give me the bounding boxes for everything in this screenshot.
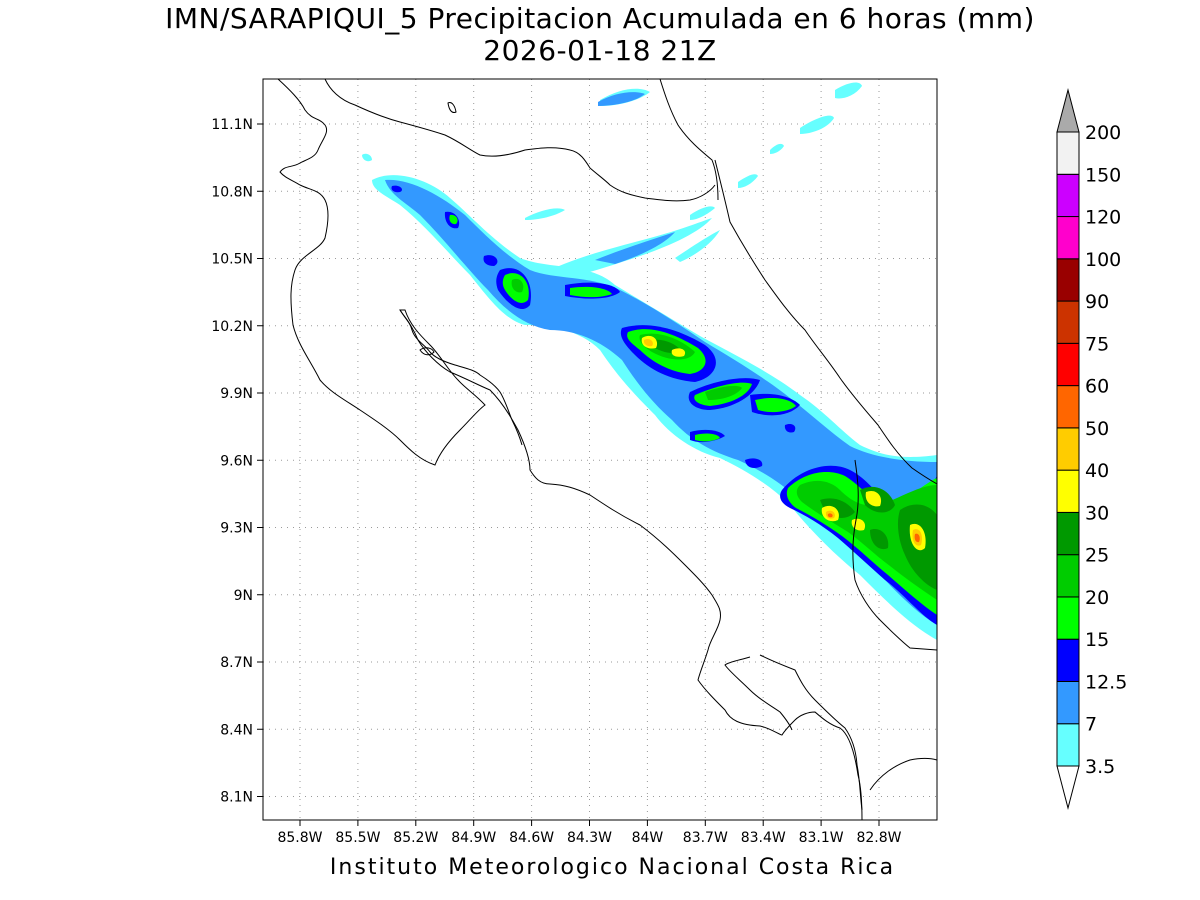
map-border <box>262 78 938 821</box>
rain-streak-cyan <box>675 230 720 262</box>
lat-tick-label: 9.6N <box>220 453 253 469</box>
coastline-borders <box>277 79 937 820</box>
map-axes: 11.1N 10.8N 10.5N 10.2N 9.9N 9.6N 9.3N 9N 8.7N 8.… <box>211 117 901 846</box>
burica-peninsula <box>759 654 863 811</box>
legend-label: 7 <box>1085 714 1097 736</box>
lon-tick-label: 85.5W <box>335 830 380 846</box>
legend-swatch <box>1056 723 1080 767</box>
lat-tick-label: 10.8N <box>211 184 253 200</box>
legend-swatch <box>1056 554 1080 598</box>
legend-swatch <box>1056 511 1080 556</box>
lon-tick-label: 84W <box>632 830 664 846</box>
legend-label: 20 <box>1085 587 1109 609</box>
lon-tick-label: 83.4W <box>741 830 786 846</box>
legend-label: 30 <box>1085 502 1109 524</box>
rain-peak-orange <box>914 533 920 543</box>
legend-label: 100 <box>1085 249 1121 271</box>
lon-tick-label: 85.8W <box>277 830 322 846</box>
legend-arrow-high <box>1056 88 1080 133</box>
rain-core-green <box>755 398 796 413</box>
rain-streak-cyan <box>770 143 784 154</box>
legend-label: 3.5 <box>1085 756 1115 778</box>
lon-tick-label: 83.1W <box>799 830 844 846</box>
rain-core-green <box>695 433 720 442</box>
rain-core-darkblue <box>391 185 403 193</box>
gulf-nicoya-peninsula <box>399 309 523 446</box>
legend-label: 75 <box>1085 333 1109 355</box>
lat-tick-label: 8.1N <box>220 790 253 806</box>
lon-tick-label: 85.2W <box>393 830 438 846</box>
legend-swatch <box>1056 300 1080 344</box>
panama-border <box>852 459 937 651</box>
legend-label: 40 <box>1085 460 1109 482</box>
legend-swatch <box>1056 173 1080 218</box>
rain-peak-orange <box>827 513 833 518</box>
legend-arrow-low <box>1056 765 1080 810</box>
rain-streak-cyan <box>362 153 372 162</box>
lat-tick-label: 9.9N <box>220 386 253 402</box>
footer-credit: Instituto Meteorologico Nacional Costa R… <box>329 855 896 880</box>
map-title: IMN/SARAPIQUI_5 Precipitacion Acumulada … <box>165 2 1035 35</box>
lon-tick-label: 83.7W <box>683 830 728 846</box>
rain-streak-cyan <box>835 82 862 99</box>
lat-tick-label: 8.7N <box>220 655 253 671</box>
legend-label: 120 <box>1085 207 1121 229</box>
legend-label: 200 <box>1085 122 1121 144</box>
legend-swatch <box>1056 638 1080 682</box>
rain-core-yellow <box>671 348 686 357</box>
legend-swatch <box>1056 131 1080 175</box>
legend-label: 150 <box>1085 164 1121 186</box>
legend-label: 90 <box>1085 291 1109 313</box>
legend-label: 25 <box>1085 545 1109 567</box>
lat-tick-label: 10.2N <box>211 319 253 335</box>
rain-streak-cyan <box>525 208 565 220</box>
rain-core-yellow <box>865 490 882 507</box>
precipitation-field <box>362 82 937 641</box>
rain-core-darkgreen <box>870 529 889 550</box>
legend-label: 60 <box>1085 376 1109 398</box>
lat-tick-label: 11.1N <box>211 117 253 133</box>
legend-swatch <box>1056 680 1080 725</box>
rain-core-green2 <box>705 385 742 400</box>
rain-streak-blue <box>595 232 675 264</box>
caribbean-coast-nicaragua <box>324 79 716 202</box>
legend-swatch <box>1056 596 1080 640</box>
lake-island <box>447 102 457 113</box>
rain-core-green <box>449 214 458 225</box>
legend-swatch <box>1056 469 1080 513</box>
caribbean-coast-costa-rica <box>714 159 937 485</box>
legend-label: 12.5 <box>1085 671 1127 693</box>
legend-swatch <box>1056 216 1080 260</box>
legend-swatch <box>1056 385 1080 429</box>
color-legend: 3.5 7 12.5 15 20 25 30 40 50 60 75 90 100 120 150 200 <box>1056 88 1127 810</box>
rain-streak-cyan <box>800 115 834 134</box>
legend-label: 15 <box>1085 629 1109 651</box>
lat-tick-label: 8.4N <box>220 722 253 738</box>
legend-swatch <box>1056 258 1080 302</box>
legend-label: 50 <box>1085 418 1109 440</box>
lon-tick-label: 84.3W <box>567 830 612 846</box>
rain-streak-blue <box>598 92 645 106</box>
rain-core-darkblue <box>784 423 796 433</box>
rain-core-green <box>570 286 612 298</box>
rain-streak-cyan <box>690 206 715 220</box>
osa-peninsula <box>724 656 793 731</box>
legend-swatch <box>1056 427 1080 471</box>
lon-tick-label: 84.9W <box>451 830 496 846</box>
lon-tick-label: 82.8W <box>856 830 901 846</box>
san-juan-river-border <box>659 79 719 201</box>
rain-core-darkblue <box>745 458 763 468</box>
map-date: 2026-01-18 21Z <box>483 34 717 67</box>
lon-tick-label: 84.6W <box>509 830 554 846</box>
rain-core-gold <box>643 339 653 347</box>
lat-tick-label: 10.5N <box>211 252 253 268</box>
rain-core-green2 <box>511 278 524 293</box>
lat-tick-label: 9N <box>234 588 253 604</box>
rain-streak-cyan <box>738 174 758 188</box>
legend-swatch <box>1056 342 1080 387</box>
lat-tick-label: 9.3N <box>220 521 253 537</box>
chira-island <box>419 347 435 356</box>
panama-pacific-coast <box>869 758 937 791</box>
rain-core-darkblue <box>483 255 498 266</box>
